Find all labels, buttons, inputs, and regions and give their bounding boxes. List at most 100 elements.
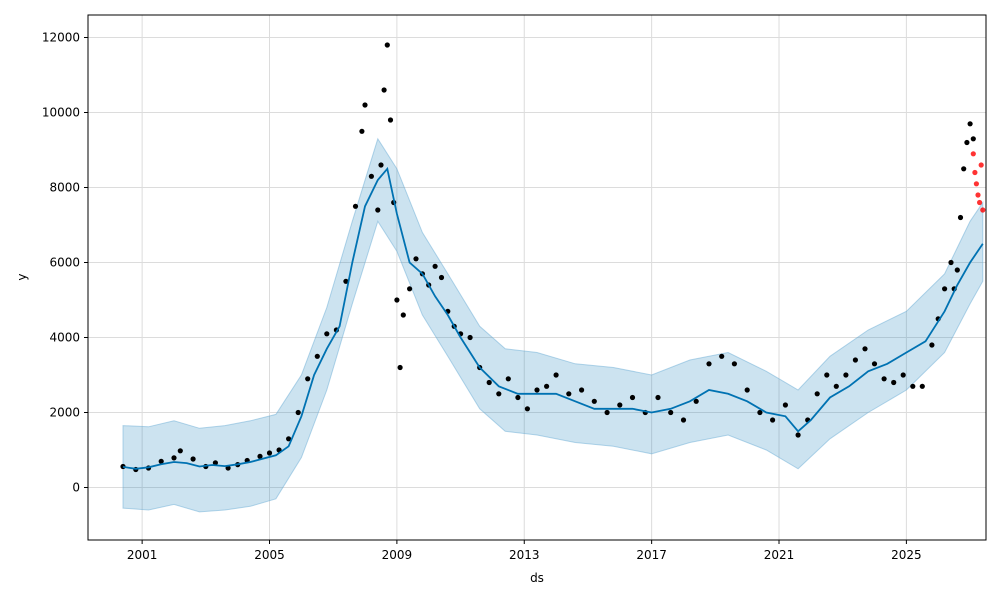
actual-point [744,387,750,393]
actual-point [591,398,597,404]
actual-point [158,458,164,464]
new-actual-point [977,199,983,206]
plot-frame [87,14,987,541]
actual-point [852,357,859,363]
actual-point [394,297,400,303]
actual-point [942,286,948,292]
plot-area [120,42,986,513]
actual-point [706,361,712,367]
y-tick-label: 8000 [49,181,80,195]
y-axis: 0 2000 4000 6000 8000 10000 12000 [42,31,88,495]
actual-point [400,312,406,318]
actual-point [881,376,887,382]
actual-point [680,417,687,423]
actual-point [362,102,368,108]
actual-point [795,432,801,438]
actual-point [314,353,320,359]
new-actual-point [972,169,978,176]
actual-point [824,372,830,378]
actual-point [524,406,531,412]
actual-point [505,376,511,382]
forecast-line [122,166,984,470]
actual-point [566,391,572,397]
actual-point [305,376,311,382]
x-tick-label: 2005 [254,548,285,562]
actual-point [384,42,390,48]
actual-point [343,278,349,284]
actual-point [257,453,263,459]
actual-point [782,402,789,408]
actual-point [544,383,550,389]
x-tick-label: 2013 [509,548,540,562]
x-tick-label: 2021 [764,548,795,562]
actual-point [413,256,419,262]
x-tick-label: 2001 [127,548,158,562]
actual-point [693,398,699,404]
actual-point [375,207,381,213]
actual-point [891,379,897,386]
actual-point [286,436,292,442]
x-axis-label: ds [530,571,544,585]
actual-point [177,448,183,454]
actual-point [862,346,868,352]
actual-point [432,263,438,269]
y-tick-label: 12000 [42,31,80,45]
x-tick-label: 2017 [636,548,667,562]
y-tick-label: 10000 [42,106,80,120]
new-actual-point [980,207,986,213]
actual-point [954,267,960,273]
actual-point [900,372,906,378]
actual-point [295,409,301,416]
actual-point [387,117,394,123]
actual-point [438,274,445,281]
actual-point [964,139,970,146]
x-tick-label: 2025 [891,548,922,562]
actual-point [919,383,925,389]
new-actual-point [970,151,976,157]
actual-point [368,173,374,179]
actual-point [171,455,177,461]
x-axis: 2001 2005 2009 2013 2017 2021 2025 [127,540,922,562]
actual-point [961,166,967,172]
x-tick-label: 2009 [382,548,413,562]
actual-point [668,409,674,416]
actual-point [731,361,738,367]
actual-point [871,361,878,367]
uncertainty-interval [122,137,984,513]
actual-point [352,203,359,209]
actual-point [833,383,839,389]
actual-point [190,456,196,462]
actual-point [324,331,330,337]
actual-point [534,387,540,393]
actual-point [407,286,413,292]
actual-point [212,460,218,466]
actual-point [515,394,521,401]
actual-point [496,391,502,397]
actual-point [359,128,365,134]
actual-point [770,417,776,423]
actual-point [381,87,387,93]
actual-point [814,391,820,397]
new-actual-point [975,192,981,198]
actual-point [617,402,623,408]
actual-point [957,214,964,221]
y-tick-label: 2000 [49,406,80,420]
actual-point [486,379,492,386]
actual-point [604,409,610,416]
actual-point [967,121,973,127]
actual-point [397,364,403,371]
new-actual-point [978,162,984,168]
new-actual-point [973,181,980,187]
actual-point [579,387,585,393]
actual-point [843,372,849,378]
y-axis-label: y [15,273,29,280]
actual-point [970,136,976,142]
actual-point [757,409,763,416]
actual-point [629,394,636,401]
actual-point [266,450,273,456]
actual-point [929,342,935,348]
actual-point [378,162,384,168]
actual-point [910,383,916,389]
actual-point [553,372,559,378]
